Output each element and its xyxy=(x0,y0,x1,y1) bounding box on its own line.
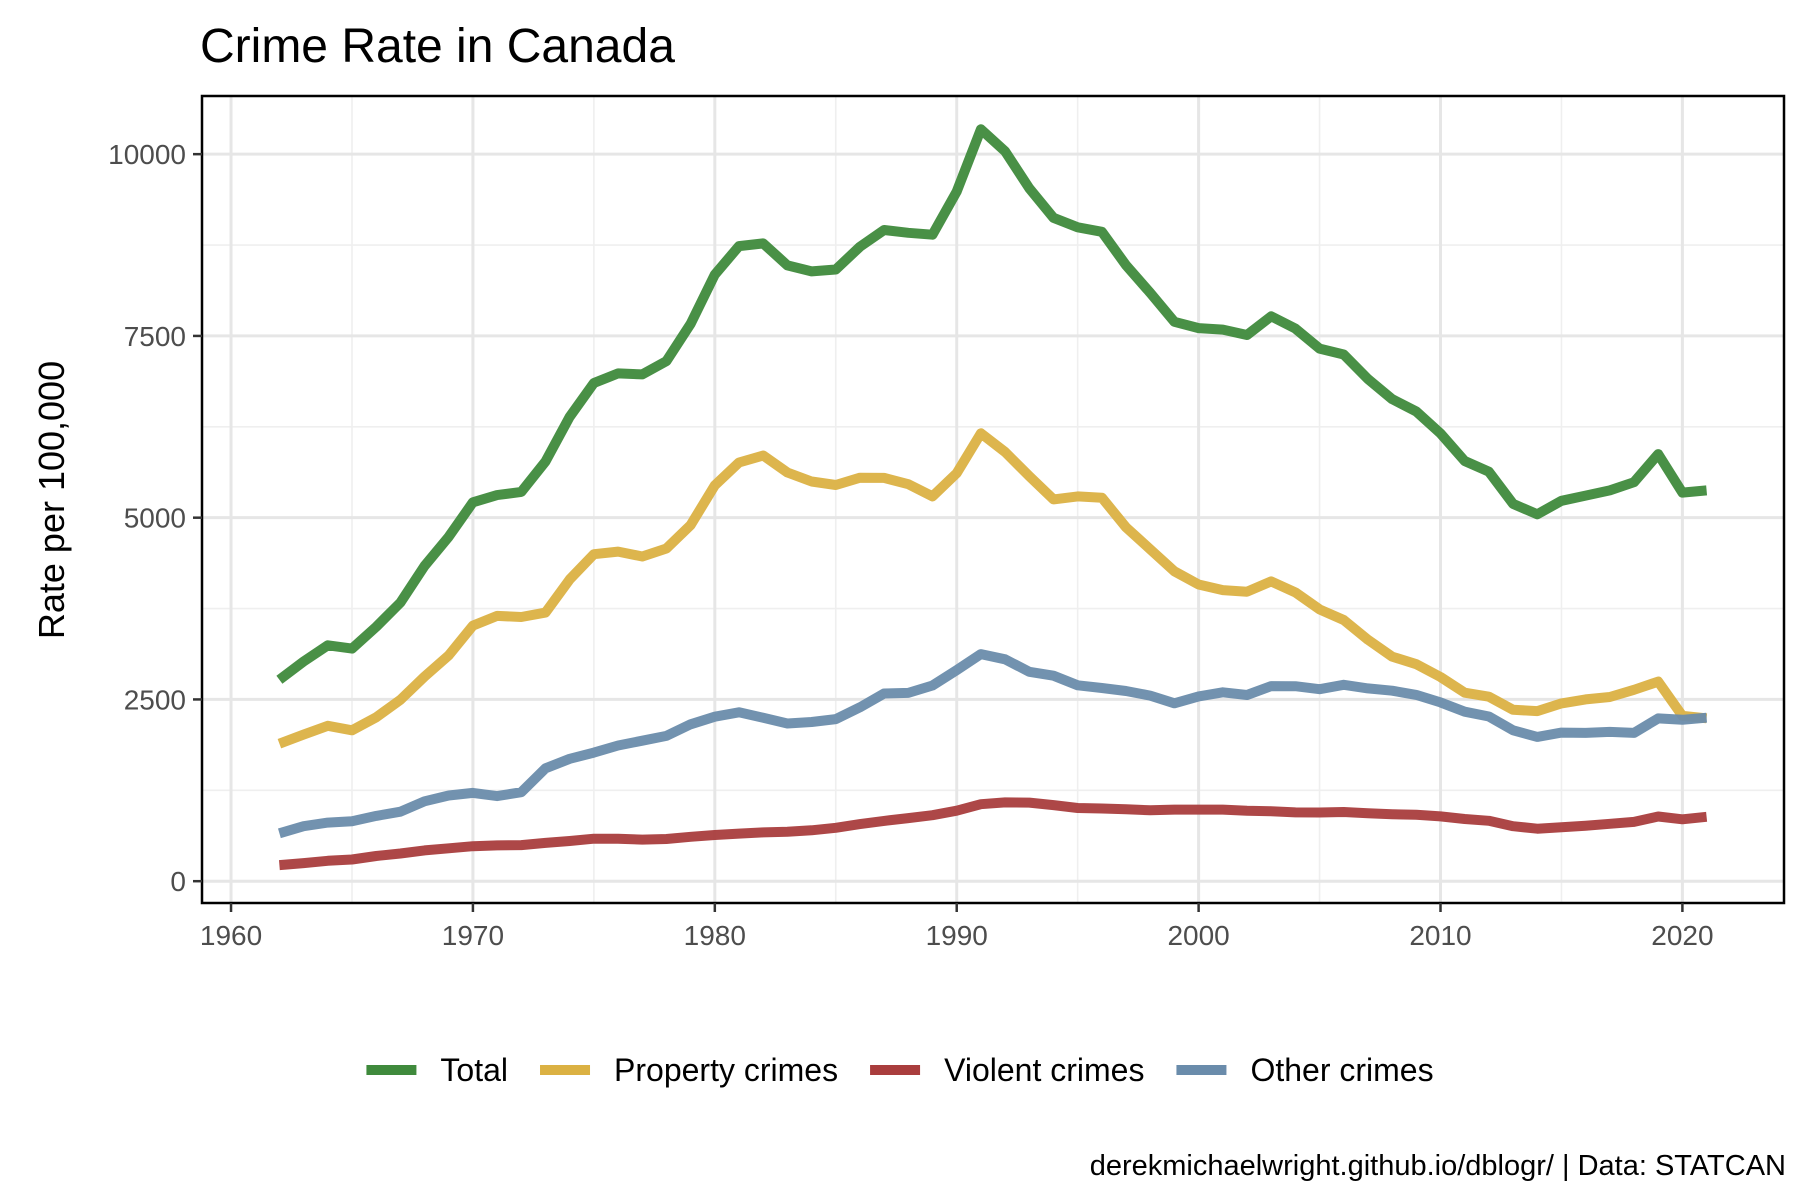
y-axis-label: Rate per 100,000 xyxy=(31,361,72,639)
chart-caption: derekmichaelwright.github.io/dblogr/ | D… xyxy=(1090,1150,1786,1182)
x-tick-label: 1980 xyxy=(684,920,746,951)
plot-panel-border xyxy=(200,94,1786,905)
x-tick-label: 1960 xyxy=(200,920,262,951)
y-tick-label: 0 xyxy=(170,866,186,897)
series-line-other-crimes xyxy=(277,649,1708,839)
x-tick-label: 1970 xyxy=(442,920,504,951)
legend: Total Property crimes Violent crimes Other … xyxy=(366,1052,1434,1088)
tick-labels: 1960 1970 1980 1990 2000 2010 2020 0 2500 5000 750… xyxy=(108,139,1713,951)
legend-label-other-crimes: Other crimes xyxy=(1250,1052,1433,1088)
legend-label-total: Total xyxy=(440,1052,508,1088)
minor-gridlines xyxy=(202,96,1784,903)
x-tick-label: 2000 xyxy=(1167,920,1229,951)
chart-title: Crime Rate in Canada xyxy=(200,20,675,73)
y-tick-label: 5000 xyxy=(124,503,186,534)
x-tick-label: 2020 xyxy=(1651,920,1713,951)
legend-label-property-crimes: Property crimes xyxy=(614,1052,838,1088)
x-tick-label: 1990 xyxy=(926,920,988,951)
major-gridlines xyxy=(202,96,1784,903)
series-line-violent-crimes xyxy=(278,797,1708,871)
y-tick-label: 2500 xyxy=(124,684,186,715)
legend-label-violent-crimes: Violent crimes xyxy=(944,1052,1144,1088)
series-line-property-crimes xyxy=(277,428,1708,749)
y-tick-label: 10000 xyxy=(108,139,186,170)
y-tick-label: 7500 xyxy=(124,321,186,352)
series-lines xyxy=(276,124,1708,871)
x-tick-label: 2010 xyxy=(1409,920,1471,951)
series-line-total xyxy=(276,124,1708,684)
axis-ticks xyxy=(193,152,1684,912)
